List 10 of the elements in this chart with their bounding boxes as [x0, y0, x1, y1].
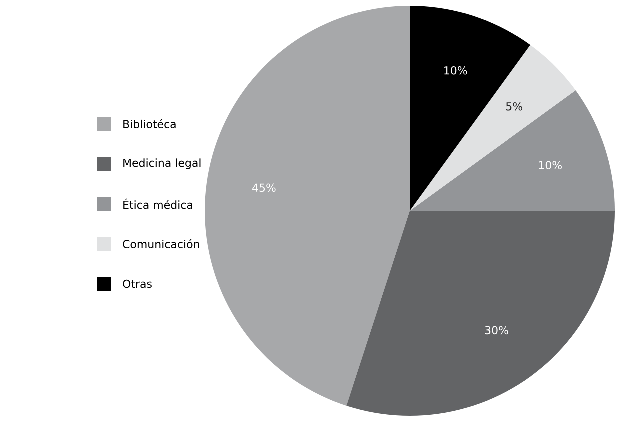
data-label: 30% — [485, 326, 508, 335]
data-label: 10% — [444, 66, 468, 75]
legend-label: Bibliotéca — [124, 120, 176, 128]
data-label: 10% — [539, 161, 562, 170]
legend-label: Otras — [123, 280, 152, 288]
data-label: 45% — [252, 184, 276, 192]
legend-label: Ética médica — [124, 198, 192, 210]
legend-label: Comunicación — [123, 240, 200, 248]
data-label: 5% — [506, 102, 522, 111]
legend-label: Medicina legal — [124, 158, 201, 170]
